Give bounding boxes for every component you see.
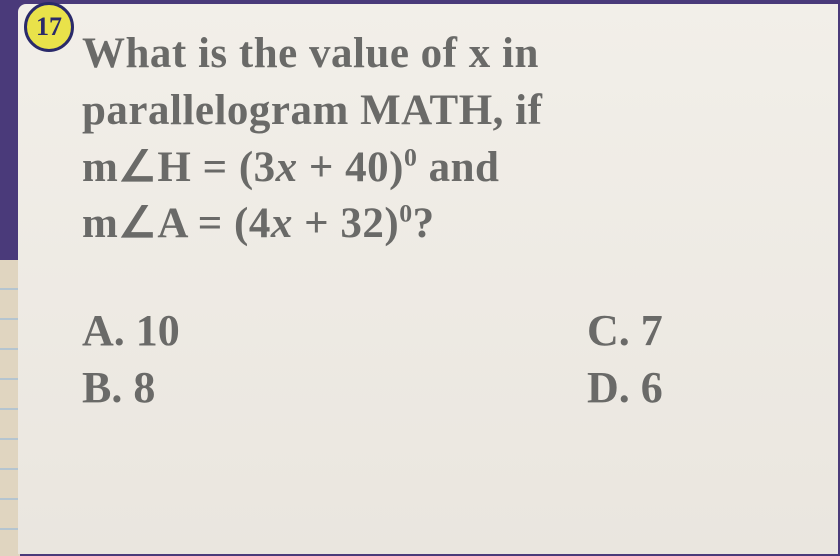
q3-end: and bbox=[417, 144, 499, 191]
q3-exponent: 0 bbox=[404, 142, 417, 171]
option-a[interactable]: A. 10 bbox=[82, 305, 447, 356]
q4-exponent: 0 bbox=[399, 199, 412, 228]
q4-prefix: m∠A = (4 bbox=[82, 200, 271, 247]
paper-edge-decoration bbox=[0, 260, 20, 556]
question-line-4: m∠A = (4x + 32)0? bbox=[82, 196, 812, 253]
q4-end: ? bbox=[413, 200, 435, 247]
question-card: 17 What is the value of x in parallelogr… bbox=[18, 4, 838, 554]
q3-prefix: m∠H = (3 bbox=[82, 144, 276, 191]
question-line-2: parallelogram MATH, if bbox=[82, 83, 812, 140]
option-c[interactable]: C. 7 bbox=[447, 305, 812, 356]
answer-options: A. 10 C. 7 B. 8 D. 6 bbox=[82, 305, 812, 413]
question-line-3: m∠H = (3x + 40)0 and bbox=[82, 140, 812, 197]
question-line-1: What is the value of x in bbox=[82, 26, 812, 83]
slide-frame: 17 What is the value of x in parallelogr… bbox=[0, 0, 840, 556]
q3-suffix: + 40) bbox=[298, 144, 404, 191]
q4-suffix: + 32) bbox=[293, 200, 399, 247]
question-number: 17 bbox=[36, 12, 62, 42]
option-d[interactable]: D. 6 bbox=[447, 362, 812, 413]
option-b[interactable]: B. 8 bbox=[82, 362, 447, 413]
question-text: What is the value of x in parallelogram … bbox=[82, 26, 812, 253]
q4-var: x bbox=[271, 200, 293, 247]
q3-var: x bbox=[276, 144, 298, 191]
question-number-badge: 17 bbox=[24, 2, 74, 52]
